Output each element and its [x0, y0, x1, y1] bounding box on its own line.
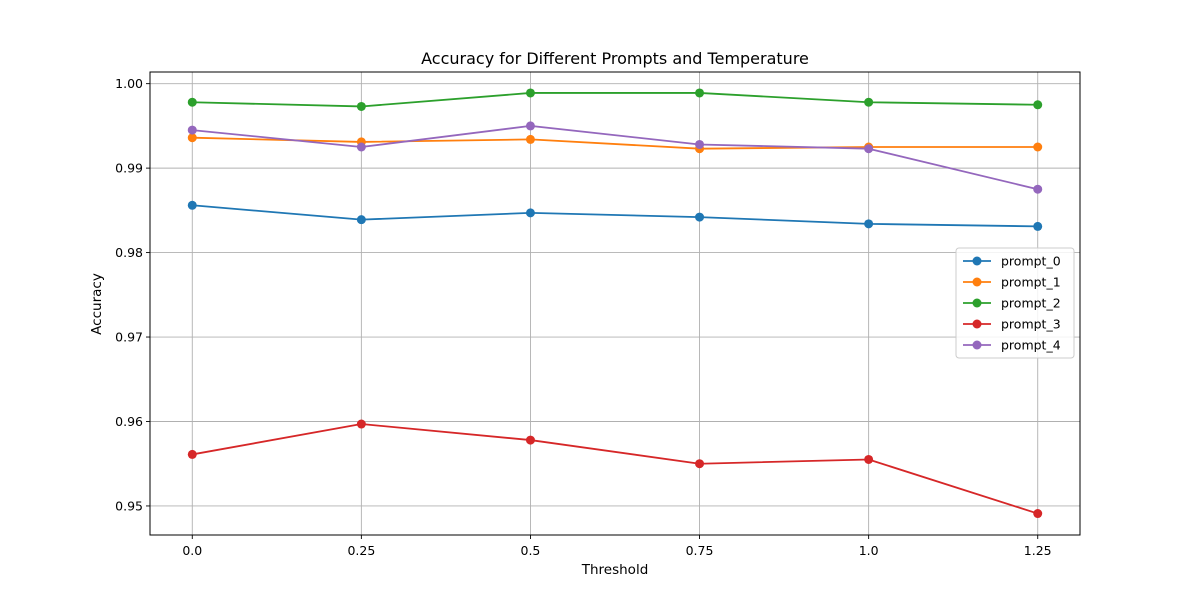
- plot-frame: [149, 71, 1081, 536]
- data-point-prompt_2: [695, 88, 705, 98]
- series-line-prompt_2: [192, 92, 1038, 108]
- data-point-prompt_0: [864, 219, 874, 229]
- legend-marker: [972, 256, 982, 266]
- y-axis-label: Accuracy: [89, 273, 105, 335]
- legend-label: prompt_4: [1001, 338, 1061, 353]
- y-tick-label: 0.99: [115, 161, 143, 176]
- data-point-prompt_0: [1033, 221, 1043, 231]
- data-point-prompt_0: [525, 208, 535, 218]
- legend-item-prompt_2: prompt_2: [963, 296, 1061, 311]
- legend-label: prompt_2: [1001, 296, 1061, 311]
- series-prompt_2: [187, 88, 1043, 111]
- y-axis-ticks: 0.95 0.96 0.97 0.98 0.99 1.00: [115, 76, 150, 513]
- legend-item-prompt_3: prompt_3: [963, 317, 1061, 332]
- data-point-prompt_4: [356, 142, 366, 152]
- legend-item-prompt_4: prompt_4: [963, 338, 1061, 353]
- data-point-prompt_3: [864, 454, 874, 464]
- series-line-prompt_0: [192, 204, 1038, 228]
- y-tick-label: 0.97: [115, 330, 143, 345]
- x-tick-label: 0.25: [347, 543, 375, 558]
- series-line-prompt_3: [192, 423, 1039, 515]
- legend-marker: [972, 340, 982, 350]
- data-point-prompt_0: [695, 212, 705, 222]
- legend-marker: [972, 277, 982, 287]
- chart-title: Accuracy for Different Prompts and Tempe…: [421, 49, 809, 68]
- legend-box: [955, 247, 1075, 359]
- series-line-prompt_4: [192, 124, 1038, 191]
- data-point-prompt_0: [187, 200, 197, 210]
- series-prompt_3: [187, 419, 1043, 519]
- legend-marker: [972, 319, 982, 329]
- data-point-prompt_0: [356, 215, 366, 225]
- legend-item-prompt_1: prompt_1: [963, 275, 1061, 290]
- series-line-prompt_1: [192, 136, 1038, 150]
- data-point-prompt_4: [525, 121, 535, 131]
- data-point-prompt_4: [864, 144, 874, 154]
- x-tick-label: 0.0: [182, 543, 202, 558]
- series-layer: [187, 88, 1043, 519]
- data-point-prompt_1: [187, 133, 197, 143]
- x-tick-label: 1.25: [1024, 543, 1052, 558]
- y-tick-label: 0.96: [115, 414, 143, 429]
- legend-item-prompt_0: prompt_0: [963, 254, 1061, 269]
- data-point-prompt_3: [525, 435, 535, 445]
- data-point-prompt_1: [1033, 142, 1043, 152]
- data-point-prompt_2: [864, 97, 874, 107]
- data-point-prompt_2: [356, 101, 366, 111]
- series-prompt_0: [187, 200, 1043, 231]
- series-prompt_1: [187, 133, 1043, 154]
- legend-label: prompt_3: [1001, 317, 1061, 332]
- legend-label: prompt_1: [1001, 275, 1061, 290]
- grid-lines: [150, 72, 1080, 535]
- data-point-prompt_2: [525, 88, 535, 98]
- data-point-prompt_2: [1033, 100, 1043, 110]
- y-tick-label: 0.98: [115, 245, 143, 260]
- x-tick-label: 0.75: [686, 543, 714, 558]
- legend-marker: [972, 298, 982, 308]
- y-tick-label: 1.00: [115, 76, 143, 91]
- x-tick-label: 1.0: [859, 543, 879, 558]
- legend: prompt_0 prompt_1 prompt_2 prompt_3 prompt_4: [955, 247, 1075, 359]
- x-axis-label: Threshold: [581, 562, 649, 578]
- x-tick-label: 0.5: [521, 543, 541, 558]
- y-tick-label: 0.95: [115, 498, 143, 513]
- legend-label: prompt_0: [1001, 254, 1061, 269]
- data-point-prompt_3: [187, 449, 197, 459]
- data-point-prompt_4: [187, 125, 197, 135]
- x-axis-ticks: 0.0 0.25 0.5 0.75 1.0 1.25: [182, 535, 1052, 558]
- series-prompt_4: [187, 121, 1043, 194]
- data-point-prompt_3: [356, 419, 366, 429]
- data-point-prompt_2: [187, 97, 197, 107]
- data-point-prompt_3: [1033, 509, 1043, 519]
- data-point-prompt_1: [525, 134, 535, 144]
- data-point-prompt_4: [1033, 184, 1043, 194]
- data-point-prompt_3: [695, 459, 705, 469]
- data-point-prompt_4: [695, 139, 705, 149]
